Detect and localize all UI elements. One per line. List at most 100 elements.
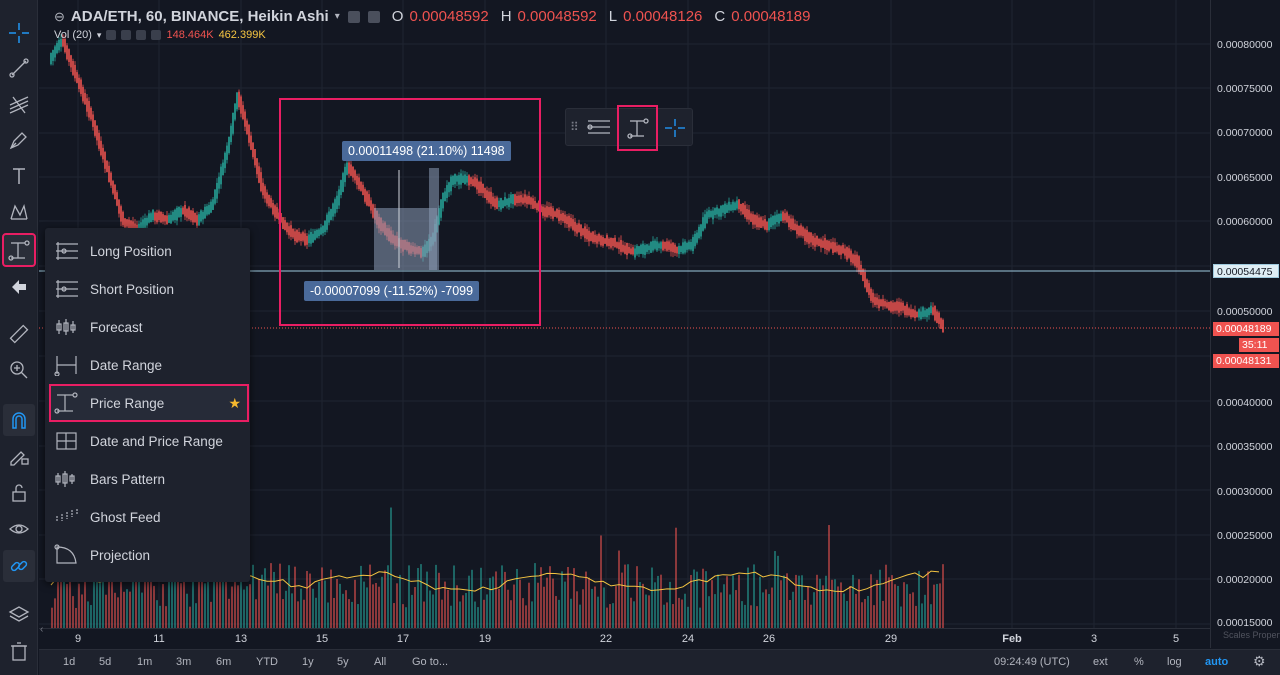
menu-item-projection[interactable]: Projection xyxy=(51,538,247,572)
range-1m-button[interactable]: 1m xyxy=(137,656,153,668)
crosshair-icon[interactable] xyxy=(663,117,687,139)
drawing-toolbar: ‹ xyxy=(0,0,43,675)
price-axis[interactable]: 0.00080000 0.00075000 0.00070000 0.00065… xyxy=(1210,0,1280,648)
candle-body xyxy=(82,86,84,102)
favorite-star-icon[interactable]: ★ xyxy=(228,394,241,411)
candle-body xyxy=(230,125,232,143)
menu-item-ghost-feed[interactable]: Ghost Feed xyxy=(51,500,247,534)
scales-properties-label[interactable]: Scales Properties xyxy=(1223,630,1280,640)
back-arrow[interactable] xyxy=(3,271,35,303)
volume-label[interactable]: Vol (20) xyxy=(54,29,92,41)
drag-handle-icon[interactable]: ⠿ xyxy=(570,120,579,134)
candle-body xyxy=(506,198,508,206)
lock-drawings-tool[interactable] xyxy=(3,477,35,509)
volume-settings-icon[interactable] xyxy=(106,30,117,40)
candle-body xyxy=(698,226,700,239)
symbol-title[interactable]: ADA/ETH, 60, BINANCE, Heikin Ashi xyxy=(70,8,329,25)
volume-bar xyxy=(255,599,257,628)
zoom-tool[interactable] xyxy=(3,354,35,386)
object-tree-tool[interactable] xyxy=(3,598,35,630)
volume-bar xyxy=(111,578,113,628)
percent-scale-toggle[interactable]: % xyxy=(1134,656,1144,668)
magnet-tool[interactable] xyxy=(3,404,35,436)
candle-body xyxy=(688,241,690,250)
symbol-dropdown-icon[interactable]: ▾ xyxy=(334,11,340,22)
candle-body xyxy=(826,240,828,251)
price-range-active-tool[interactable] xyxy=(617,105,658,151)
log-scale-toggle[interactable]: log xyxy=(1167,656,1182,668)
volume-add-icon[interactable] xyxy=(136,30,147,40)
volume-bar xyxy=(894,584,896,628)
candle-body xyxy=(462,175,464,183)
toolbar-collapse-icon[interactable]: ‹ xyxy=(40,624,44,635)
volume-bar xyxy=(777,555,779,628)
trend-line-tool[interactable] xyxy=(3,52,35,84)
menu-item-date-price-range[interactable]: Date and Price Range xyxy=(51,424,247,458)
auto-scale-toggle[interactable]: auto xyxy=(1205,656,1229,668)
range-all-button[interactable]: All xyxy=(374,656,387,668)
candle-body xyxy=(690,241,692,250)
range-5y-button[interactable]: 5y xyxy=(337,656,349,668)
sync-drawings-tool[interactable] xyxy=(3,550,35,582)
cursor-tool[interactable] xyxy=(3,17,35,49)
time-axis[interactable]: 9 11 13 15 17 19 22 24 26 29 Feb 3 5 xyxy=(39,628,1210,648)
volume-bar xyxy=(459,601,461,628)
range-1d-button[interactable]: 1d xyxy=(63,656,76,668)
pattern-tool[interactable] xyxy=(3,196,35,228)
candle-body xyxy=(932,307,934,315)
menu-item-label: Date Range xyxy=(90,357,163,373)
line-tool-settings-icon[interactable] xyxy=(586,117,612,139)
menu-item-bars-pattern[interactable]: Bars Pattern xyxy=(51,462,247,496)
range-3m-button[interactable]: 3m xyxy=(176,656,192,668)
range-6m-button[interactable]: 6m xyxy=(216,656,232,668)
candle-body xyxy=(322,225,324,234)
volume-bar xyxy=(132,580,134,628)
menu-item-short-position[interactable]: Short Position xyxy=(51,272,247,306)
menu-item-forecast[interactable]: Forecast xyxy=(51,310,247,344)
menu-item-date-range[interactable]: Date Range xyxy=(51,348,247,382)
volume-format-icon[interactable] xyxy=(121,30,132,40)
legend-settings-icon[interactable] xyxy=(347,10,360,23)
settings-gear-icon[interactable]: ⚙ xyxy=(1253,653,1266,669)
drawing-floating-toolbar[interactable]: ⠿ xyxy=(565,105,693,151)
utc-clock[interactable]: 09:24:49 (UTC) xyxy=(994,656,1070,668)
volume-bar xyxy=(720,592,722,628)
volume-bar xyxy=(660,574,662,628)
volume-remove-icon[interactable] xyxy=(151,30,162,40)
range-1y-button[interactable]: 1y xyxy=(302,656,314,668)
legend-hide-icon[interactable] xyxy=(367,10,380,23)
candle-body xyxy=(286,222,288,233)
remove-drawings-tool[interactable] xyxy=(3,635,35,667)
candle-body xyxy=(352,166,354,178)
measure-tool-group[interactable] xyxy=(2,233,36,267)
ext-hours-toggle[interactable]: ext xyxy=(1093,656,1108,668)
candle-body xyxy=(366,191,368,206)
volume-bar xyxy=(849,586,851,628)
volume-bar xyxy=(279,563,281,628)
candle-body xyxy=(528,195,530,204)
candle-body xyxy=(930,305,932,314)
symbol-collapse-icon[interactable]: ⊖ xyxy=(54,8,65,24)
stay-drawing-tool[interactable] xyxy=(3,440,35,472)
candle-body xyxy=(252,142,254,158)
candle-body xyxy=(166,215,168,225)
range-5d-button[interactable]: 5d xyxy=(99,656,112,668)
volume-bar xyxy=(687,606,689,628)
volume-bar xyxy=(549,566,551,628)
hide-drawings-tool[interactable] xyxy=(3,513,35,545)
goto-button[interactable]: Go to... xyxy=(412,656,449,668)
candle-body xyxy=(180,208,182,217)
pitchfork-tool[interactable] xyxy=(3,88,35,120)
text-tool[interactable] xyxy=(3,160,35,192)
candle-body xyxy=(722,205,724,213)
brush-tool[interactable] xyxy=(3,124,35,156)
price-range-up-box xyxy=(429,168,439,270)
menu-item-long-position[interactable]: Long Position xyxy=(51,234,247,268)
range-ytd-button[interactable]: YTD xyxy=(256,656,278,668)
candle-body xyxy=(68,49,70,62)
volume-dropdown-icon[interactable]: ▾ xyxy=(96,29,102,40)
menu-item-price-range[interactable]: Price Range ★ xyxy=(49,384,249,422)
ruler-tool[interactable] xyxy=(3,318,35,350)
candle-body xyxy=(270,198,272,208)
